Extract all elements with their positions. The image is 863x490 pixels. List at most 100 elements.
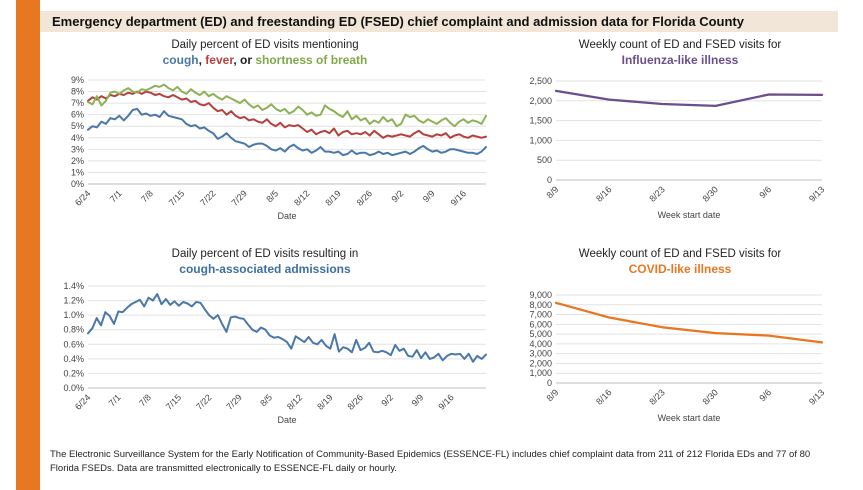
y-tick-label: 0: [547, 378, 552, 388]
x-tick-label: 8/12: [292, 188, 311, 207]
panel-ili-title: Weekly count of ED and FSED visits for I…: [530, 38, 830, 68]
chart-panel-0: 0% 1%2% 3%4% 5%6% 7%8% 9% 6/24 7/1 7/8 7/15 7/22 7/…: [71, 75, 487, 221]
y-tick-label: 500: [537, 155, 552, 165]
y-tick-label: 7,000: [529, 310, 552, 320]
x-tick-label: 8/12: [285, 392, 304, 411]
panel-cough-admissions-title: Daily percent of ED visits resulting in …: [105, 247, 425, 277]
x-axis-label: Week start date: [658, 413, 721, 423]
panel-cli-title: Weekly count of ED and FSED visits for C…: [530, 247, 830, 277]
y-tick-label: 1,500: [529, 116, 552, 126]
panel-subtitle: Influenza-like illness: [621, 53, 739, 67]
chart-panel-2: 0.0% 0.2% 0.4% 0.6% 0.8% 1.0% 1.2% 1.4% 6/24 7/1 7…: [63, 281, 487, 425]
chart-panel-3: 01,0002,0003,0004,0005,0006,0007,0008,00…: [529, 290, 826, 423]
series-line-0: [87, 293, 487, 363]
panel-title-line: Daily percent of ED visits mentioning: [171, 39, 359, 51]
header-banner: Emergency department (ED) and freestandi…: [40, 11, 838, 32]
x-tick-label: 9/9: [410, 392, 426, 408]
x-tick-label: 8/9: [544, 387, 560, 403]
y-tick-label: 1.2%: [63, 296, 84, 306]
x-tick-label: 9/2: [379, 392, 395, 408]
y-tick-label: 8%: [71, 87, 84, 97]
y-tick-label: 0.6%: [63, 339, 84, 349]
x-tick-label: 7/22: [194, 392, 213, 411]
x-tick-label: 9/6: [757, 184, 773, 200]
series-line-fever: [87, 90, 487, 139]
y-tick-label: 1,000: [529, 135, 552, 145]
y-tick-label: 6,000: [529, 319, 552, 329]
y-tick-label: 1.0%: [63, 310, 84, 320]
y-tick-label: 0: [547, 175, 552, 185]
subtitle-part: cough: [162, 53, 199, 67]
panel-subtitle: cough-associated admissions: [179, 262, 351, 276]
series-line-shortness-of-breath: [87, 83, 487, 128]
x-tick-label: 8/5: [258, 392, 274, 408]
y-tick-label: 0%: [71, 179, 84, 189]
subtitle-part: ,: [198, 53, 206, 67]
x-tick-label: 6/24: [73, 392, 92, 411]
y-tick-label: 0.2%: [63, 368, 84, 378]
y-tick-label: 3,000: [529, 349, 552, 359]
x-tick-label: 8/16: [594, 387, 613, 406]
y-tick-label: 2,000: [529, 358, 552, 368]
y-tick-label: 6%: [71, 110, 84, 120]
y-tick-label: 1,000: [529, 368, 552, 378]
x-tick-label: 8/26: [355, 188, 374, 207]
panel-subtitle-multicolor: cough, fever, or shortness of breath: [105, 53, 425, 68]
x-tick-label: 8/5: [264, 188, 280, 204]
x-tick-label: 7/1: [107, 392, 123, 408]
x-tick-label: 7/15: [167, 188, 186, 207]
x-tick-label: 8/19: [315, 392, 334, 411]
x-tick-label: 8/26: [345, 392, 364, 411]
y-tick-label: 2,500: [529, 76, 552, 86]
x-tick-label: 7/29: [224, 392, 243, 411]
y-tick-label: 1.4%: [63, 281, 84, 291]
y-tick-label: 2,000: [529, 96, 552, 106]
y-tick-label: 5%: [71, 121, 84, 131]
x-tick-label: 7/29: [229, 188, 248, 207]
x-tick-label: 9/16: [436, 392, 455, 411]
y-tick-label: 3%: [71, 144, 84, 154]
y-tick-label: 5,000: [529, 329, 552, 339]
x-tick-label: 9/16: [449, 188, 468, 207]
x-tick-label: 8/16: [594, 184, 613, 203]
x-tick-label: 7/8: [139, 188, 155, 204]
x-tick-label: 8/9: [544, 184, 560, 200]
x-tick-label: 8/30: [701, 184, 720, 203]
x-tick-label: 8/30: [701, 387, 720, 406]
y-tick-label: 0.8%: [63, 325, 84, 335]
panel-title-line: Weekly count of ED and FSED visits for: [578, 39, 782, 51]
x-axis-label: Date: [277, 415, 296, 425]
x-tick-label: 7/15: [164, 392, 183, 411]
x-tick-label: 6/24: [73, 188, 92, 207]
x-tick-label: 7/22: [198, 188, 217, 207]
accent-bar: [16, 0, 40, 490]
x-tick-label: 8/19: [323, 188, 342, 207]
y-tick-label: 0.4%: [63, 354, 84, 364]
y-tick-label: 4,000: [529, 339, 552, 349]
y-tick-label: 2%: [71, 156, 84, 166]
subtitle-part: shortness of breath: [255, 53, 368, 67]
x-tick-label: 9/13: [807, 184, 826, 203]
y-tick-label: 9%: [71, 75, 84, 85]
y-tick-label: 1%: [71, 167, 84, 177]
y-tick-label: 8,000: [529, 300, 552, 310]
series-line-0: [554, 301, 824, 344]
panel-title-line: Daily percent of ED visits resulting in: [171, 248, 359, 260]
page-title: Emergency department (ED) and freestandi…: [52, 14, 744, 29]
subtitle-part: fever: [205, 53, 234, 67]
y-tick-label: 4%: [71, 133, 84, 143]
y-tick-label: 0.0%: [63, 383, 84, 393]
x-tick-label: 7/1: [108, 188, 124, 204]
x-axis-label: Week start date: [658, 210, 721, 220]
x-tick-label: 9/2: [390, 188, 406, 204]
chart-panel-1: 0 500 1,000 1,500 2,000 2,500 8/9 8/16 8/23 8/30 9…: [529, 76, 826, 220]
x-tick-label: 9/6: [757, 387, 773, 403]
x-tick-label: 9/13: [807, 387, 826, 406]
y-tick-label: 9,000: [529, 290, 552, 300]
subtitle-part: , or: [233, 53, 256, 67]
x-tick-label: 9/9: [421, 188, 437, 204]
series-line-0: [554, 89, 824, 108]
panel-title-line: Weekly count of ED and FSED visits for: [578, 248, 782, 260]
series-line-cough: [87, 107, 487, 157]
